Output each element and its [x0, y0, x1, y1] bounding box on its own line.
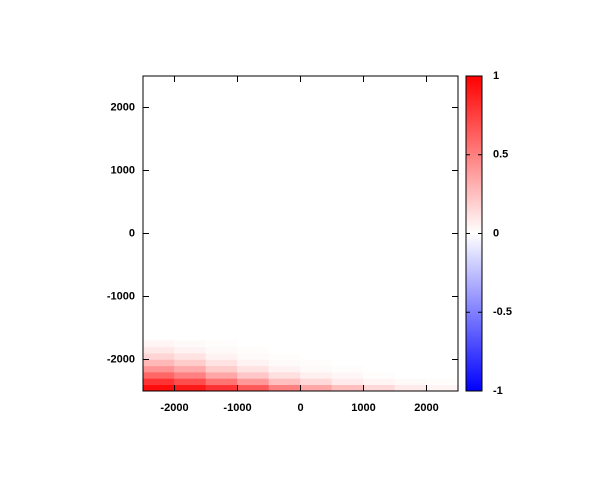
heatmap-cell: [331, 384, 364, 391]
heatmap-cell: [300, 371, 333, 379]
heatmap-cell: [205, 346, 238, 354]
heatmap-cell: [237, 371, 270, 379]
heatmap-cell: [331, 378, 364, 385]
x-tick-label: -2000: [160, 402, 188, 414]
colorbar-tick-label: 0.5: [493, 149, 508, 161]
heatmap-cell: [237, 384, 270, 391]
heatmap-cell: [143, 365, 175, 373]
heatmap-cell: [268, 378, 301, 385]
heatmap-cell: [363, 340, 396, 348]
y-tick-label: 2000: [111, 101, 135, 113]
heatmap-cell: [394, 352, 427, 360]
heatmap-cell: [363, 371, 396, 379]
heatmap-cell: [426, 371, 458, 379]
heatmap-cell: [143, 340, 175, 348]
heatmap-cell: [268, 346, 301, 354]
heatmap-cell: [300, 365, 333, 373]
x-tick-label: -1000: [223, 402, 251, 414]
heatmap-cell: [205, 352, 238, 360]
heatmap-cell: [300, 340, 333, 348]
heatmap-cell: [205, 378, 238, 385]
heatmap-cell: [300, 346, 333, 354]
heatmap-cell: [394, 340, 427, 348]
heatmap-cell: [394, 365, 427, 373]
y-tick-label: 0: [129, 227, 135, 239]
heatmap-cell: [331, 346, 364, 354]
heatmap-cell: [331, 365, 364, 373]
heatmap-cell: [143, 378, 175, 385]
colorbar-tick-label: -0.5: [493, 306, 512, 318]
heatmap-cell: [143, 352, 175, 360]
heatmap-cell: [331, 371, 364, 379]
heatmap-cell: [205, 359, 238, 367]
heatmap-cell: [300, 359, 333, 367]
heatmap-cell: [268, 365, 301, 373]
heatmap-cell: [205, 365, 238, 373]
heatmap-cell: [426, 359, 458, 367]
x-tick-label: 1000: [351, 402, 375, 414]
heatmap-cell: [331, 359, 364, 367]
heatmap-cell: [426, 340, 458, 348]
heatmap-cell: [174, 384, 207, 391]
heatmap-cell: [143, 359, 175, 367]
heatmap-cell: [300, 378, 333, 385]
heatmap-cell: [394, 359, 427, 367]
heatmap-cell: [237, 365, 270, 373]
heatmap-cell: [426, 365, 458, 373]
heatmap-cell: [300, 352, 333, 360]
heatmap-cell: [143, 346, 175, 354]
heatmap-cell: [174, 340, 207, 348]
y-tick-label: -1000: [107, 290, 135, 302]
y-tick-label: -2000: [107, 353, 135, 365]
heatmap-cell: [143, 371, 175, 379]
heatmap-cell: [237, 378, 270, 385]
heatmap: [143, 340, 458, 391]
heatmap-cell: [394, 378, 427, 385]
heatmap-cell: [363, 359, 396, 367]
heatmap-cell: [268, 384, 301, 391]
heatmap-cell: [205, 371, 238, 379]
heatmap-cell: [143, 384, 175, 391]
heatmap-cell: [268, 359, 301, 367]
heatmap-cell: [331, 352, 364, 360]
heatmap-cell: [426, 352, 458, 360]
heatmap-cell: [331, 340, 364, 348]
x-tick-label: 2000: [414, 402, 438, 414]
colorbar-tick-label: 0: [493, 227, 499, 239]
heatmap-cell: [363, 378, 396, 385]
heatmap-cell: [174, 352, 207, 360]
heatmap-cell: [394, 371, 427, 379]
heatmap-cell: [205, 384, 238, 391]
heatmap-cell: [426, 378, 458, 385]
heatmap-cell: [363, 365, 396, 373]
heatmap-cell: [300, 384, 333, 391]
heatmap-cell: [237, 352, 270, 360]
heatmap-cell: [426, 346, 458, 354]
heatmap-cell: [237, 346, 270, 354]
x-tick-label: 0: [297, 402, 303, 414]
heatmap-cell: [174, 371, 207, 379]
heatmap-cell: [174, 378, 207, 385]
heatmap-cell: [174, 365, 207, 373]
y-tick-label: 1000: [111, 164, 135, 176]
heatmap-cell: [363, 352, 396, 360]
heatmap-cell: [268, 371, 301, 379]
heatmap-cell: [363, 346, 396, 354]
colorbar-tick-label: 1: [493, 70, 499, 82]
heatmap-cell: [237, 359, 270, 367]
heatmap-cell: [268, 352, 301, 360]
heatmap-cell: [237, 340, 270, 348]
heatmap-cell: [174, 359, 207, 367]
colorbar-tick-label: -1: [493, 385, 503, 397]
heatmap-cell: [394, 384, 427, 391]
heatmap-cell: [363, 384, 396, 391]
heatmap-cell: [426, 384, 458, 391]
heatmap-cell: [174, 346, 207, 354]
heatmap-cell: [394, 346, 427, 354]
heatmap-cell: [205, 340, 238, 348]
heatmap-cell: [268, 340, 301, 348]
